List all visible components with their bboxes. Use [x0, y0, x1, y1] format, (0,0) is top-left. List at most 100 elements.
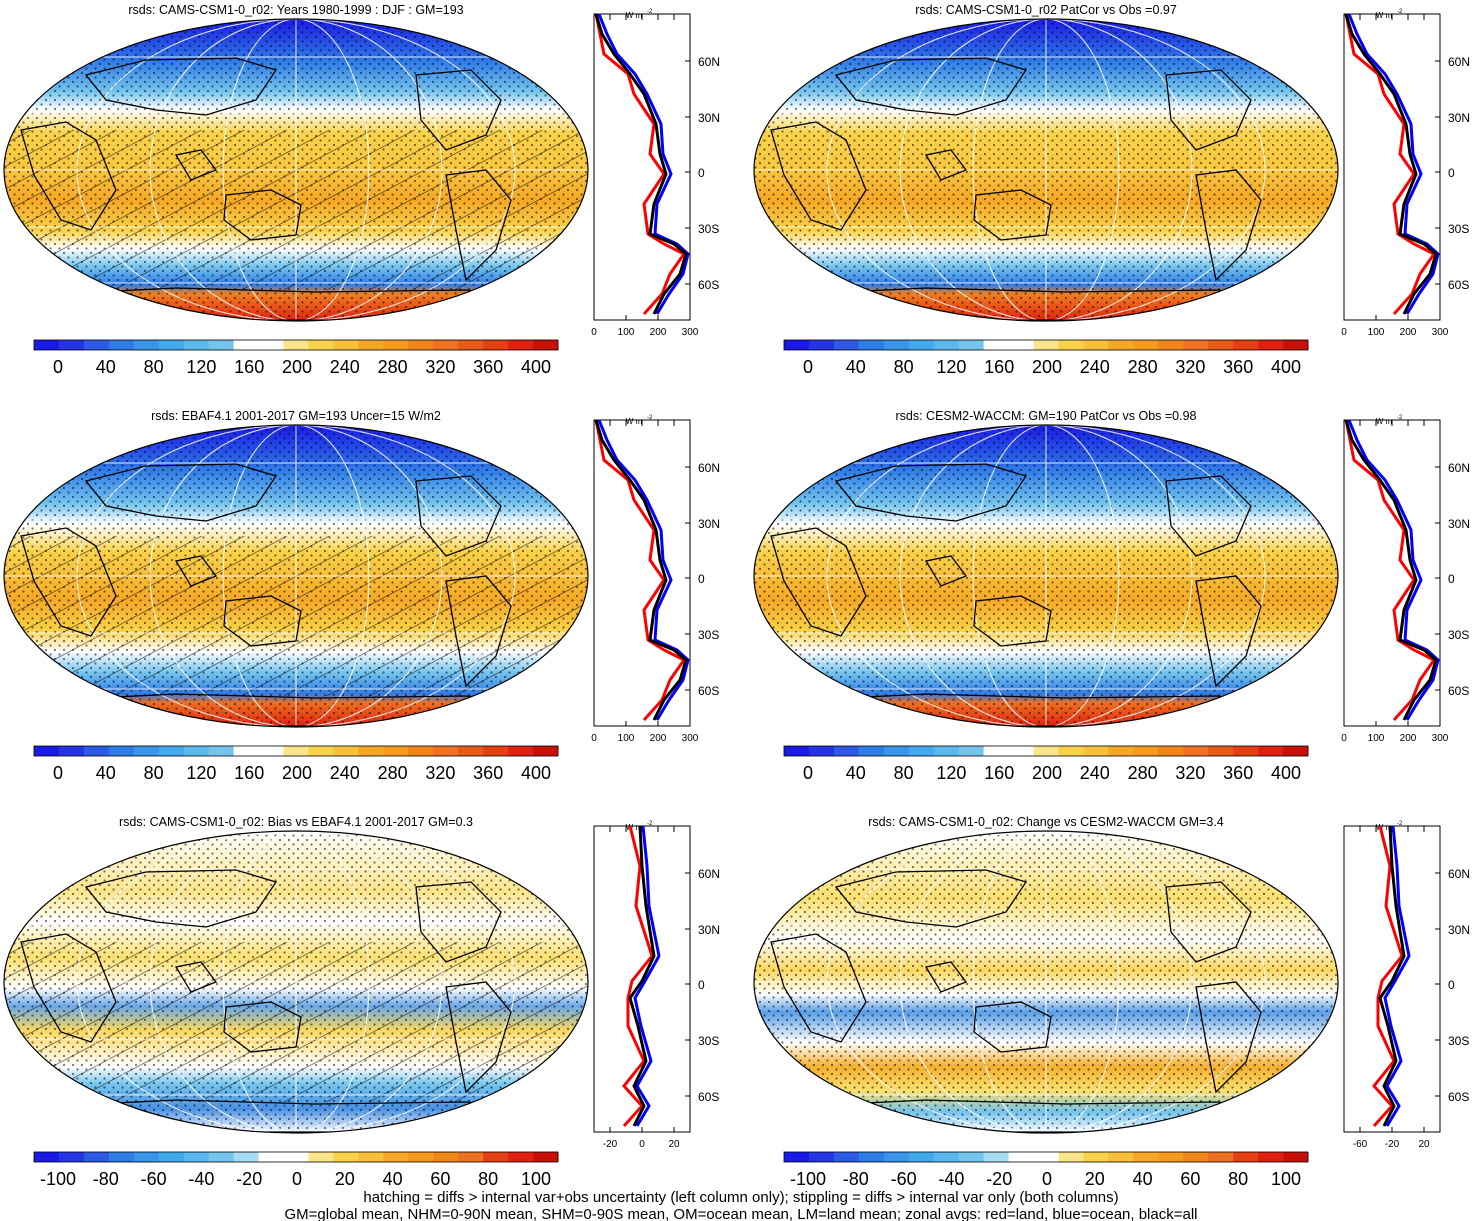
colorbar-swatch: [1258, 340, 1284, 350]
colorbar-swatch: [1233, 1152, 1259, 1162]
colorbar-tick-label: 0: [53, 763, 63, 783]
colorbar-tick-label: 360: [1223, 763, 1253, 783]
map-area: [3, 424, 589, 728]
colorbar-swatch: [483, 746, 509, 756]
zonal-x-tick-label: 0: [639, 1139, 645, 1150]
colorbar-swatch: [1183, 746, 1209, 756]
colorbar-swatch: [908, 746, 935, 756]
map-area: [753, 830, 1339, 1134]
colorbar-swatch: [383, 1152, 409, 1162]
zonal-unit-label: W m: [626, 823, 643, 832]
colorbar-swatch: [983, 340, 1009, 350]
zonal-x-tick-label: 100: [1368, 327, 1385, 338]
colorbar-swatch: [408, 746, 434, 756]
colorbar-swatch: [433, 1152, 459, 1162]
colorbar-swatch: [808, 340, 835, 350]
colorbar-tick-label: 240: [330, 763, 360, 783]
colorbar-swatch: [1158, 746, 1184, 756]
colorbar-tick-label: 320: [1175, 763, 1205, 783]
colorbar-swatch: [283, 340, 309, 350]
colorbar-swatch: [784, 1152, 810, 1162]
zonal-lat-tick-label: 30S: [698, 222, 719, 236]
colorbar-swatch: [433, 746, 459, 756]
colorbar-swatch: [508, 746, 534, 756]
colorbar-tick-label: 160: [234, 357, 264, 377]
colorbar: -100 -80 -60 -40 -20 0 20 40 60 80 100: [33, 1151, 559, 1189]
colorbar: 0 40 80 120 160 200 240 280 320 360 400: [33, 745, 559, 783]
colorbar-tick-label: 280: [378, 357, 408, 377]
zonal-x-tick-label: -60: [1353, 1139, 1368, 1150]
zonal-x-tick-label: 20: [1418, 1139, 1430, 1150]
zonal-unit-label: W m: [626, 417, 643, 426]
zonal-lat-tick-label: 60S: [698, 278, 719, 292]
colorbar-swatch: [1133, 746, 1159, 756]
colorbar-swatch: [133, 1152, 160, 1162]
colorbar-swatch: [1108, 340, 1134, 350]
colorbar-swatch: [958, 1152, 984, 1162]
colorbar-swatch: [1108, 746, 1134, 756]
colorbar-swatch: [808, 1152, 835, 1162]
colorbar-swatch: [208, 746, 234, 756]
colorbar-tick-label: 360: [1223, 357, 1253, 377]
colorbar-swatch: [58, 340, 85, 350]
colorbar-tick-label: 80: [894, 357, 914, 377]
colorbar-tick-label: -20: [236, 1169, 262, 1189]
zonal-unit-exponent: -2: [1397, 821, 1403, 827]
colorbar-swatch: [383, 340, 409, 350]
colorbar-swatch: [233, 746, 259, 756]
graticule: [4, 425, 588, 727]
zonal-lat-tick-label: 30S: [1448, 1034, 1469, 1048]
colorbar-tick-label: 40: [383, 1169, 403, 1189]
map-area: [753, 424, 1339, 728]
chart-panel-5: rsds: CAMS-CSM1-0_r02: Bias vs EBAF4.1 2…: [3, 815, 720, 1189]
zonal-plot-frame: [593, 419, 691, 727]
map-border: [753, 424, 1339, 728]
colorbar-tick-label: 60: [430, 1169, 450, 1189]
colorbar-swatch: [1033, 340, 1059, 350]
zonal-unit-exponent: -2: [647, 821, 653, 827]
colorbar-swatch: [458, 746, 484, 756]
colorbar-swatch: [1033, 1152, 1059, 1162]
colorbar-tick-label: -40: [938, 1169, 964, 1189]
map-area: [753, 18, 1339, 322]
colorbar-swatch: [58, 746, 85, 756]
colorbar-swatch: [283, 1152, 309, 1162]
colorbar: 0 40 80 120 160 200 240 280 320 360 400: [783, 339, 1309, 377]
zonal-x-tick-label: 100: [618, 733, 635, 744]
zonal-lat-tick-label: 60N: [698, 867, 720, 881]
zonal-lat-tick-label: 30N: [698, 517, 720, 531]
colorbar-tick-label: -100: [40, 1169, 76, 1189]
colorbar-swatch: [283, 746, 309, 756]
zonal-curve-land: [1344, 419, 1437, 722]
colorbar-tick-label: 40: [1133, 1169, 1153, 1189]
zonal-curve-all: [594, 13, 688, 315]
colorbar-tick-label: -80: [843, 1169, 869, 1189]
colorbar-swatch: [858, 746, 885, 756]
panel-title: rsds: CAMS-CSM1-0_r02: Years 1980-1999 :…: [128, 3, 463, 17]
zonal-lat-tick-label: 60S: [1448, 1090, 1469, 1104]
colorbar-tick-label: 160: [234, 763, 264, 783]
zonal-x-tick-label: 200: [1400, 327, 1417, 338]
colorbar-tick-label: 40: [846, 763, 866, 783]
panel-title: rsds: CESM2-WACCM: GM=190 PatCor vs Obs …: [895, 409, 1196, 423]
graticule: [754, 19, 1338, 321]
zonal-unit-label: W m: [626, 11, 643, 20]
zonal-lat-tick-label: 30S: [1448, 222, 1469, 236]
colorbar-swatch: [333, 340, 359, 350]
zonal-unit-exponent: -2: [1397, 415, 1403, 421]
colorbar-tick-label: 20: [1085, 1169, 1105, 1189]
colorbar-swatch: [1083, 340, 1109, 350]
colorbar-swatch: [158, 340, 185, 350]
colorbar-swatch: [508, 1152, 534, 1162]
colorbar-tick-label: 400: [521, 357, 551, 377]
colorbar-tick-label: 280: [1128, 357, 1158, 377]
colorbar-tick-label: 120: [936, 763, 966, 783]
zonal-profile: W m -2 60N 30N 0 30S 60S -20 0 20: [593, 821, 720, 1150]
colorbar-tick-label: 160: [984, 763, 1014, 783]
zonal-x-tick-label: 300: [1432, 733, 1449, 744]
colorbar-swatch: [508, 340, 534, 350]
zonal-x-tick-label: 300: [1432, 327, 1449, 338]
zonal-lat-tick-label: 60N: [1448, 461, 1470, 475]
colorbar-swatch: [833, 746, 860, 756]
colorbar-swatch: [1083, 1152, 1109, 1162]
